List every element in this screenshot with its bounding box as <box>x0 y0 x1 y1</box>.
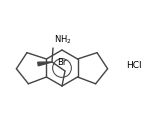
Text: Br: Br <box>57 58 67 67</box>
Text: NH$_2$: NH$_2$ <box>54 34 72 46</box>
Text: HCl: HCl <box>126 61 142 70</box>
Polygon shape <box>38 62 52 66</box>
